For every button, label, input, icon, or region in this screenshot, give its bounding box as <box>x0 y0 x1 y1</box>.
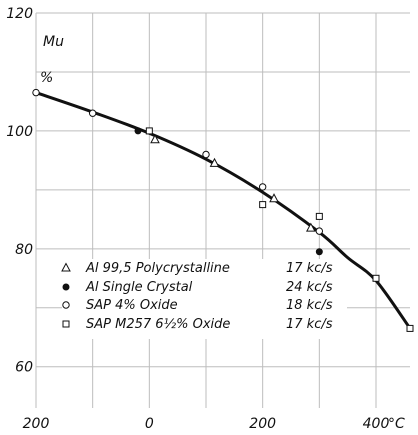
data-point-circle <box>315 227 324 235</box>
legend-box <box>62 259 347 339</box>
legend-series-name: SAP 4% Oxide <box>86 298 178 313</box>
y-tick-label: 120 <box>6 6 33 22</box>
x-tick-label: 400 <box>363 416 390 432</box>
data-point-square <box>259 201 267 209</box>
x-tick-label: 200 <box>23 416 50 432</box>
x-axis-unit: °C <box>388 416 405 432</box>
data-point-circle <box>88 109 97 117</box>
data-point-triangle <box>306 222 316 232</box>
y-tick-label: 80 <box>15 242 33 258</box>
legend-marker-square <box>62 320 70 328</box>
x-tick-label: 0 <box>145 416 154 432</box>
grid <box>35 12 410 408</box>
data-point-square <box>315 212 323 220</box>
data-point-circle <box>202 150 210 159</box>
data-point-circle <box>258 183 267 191</box>
y-axis-unit: % <box>40 70 53 86</box>
fit-curve <box>34 91 412 330</box>
data-points <box>32 88 414 332</box>
legend: Al 99,5 Polycrystalline 17 kc/s Al Single … <box>61 259 347 339</box>
legend-series-frequency: 18 kc/s <box>286 298 333 313</box>
y-axis-label: Mu <box>43 34 64 50</box>
data-point-circle <box>32 88 40 97</box>
legend-marker-filled-circle <box>62 283 70 291</box>
y-tick-label: 100 <box>6 124 33 140</box>
legend-series-name: Al Single Crystal <box>85 280 193 295</box>
legend-marker-triangle <box>61 262 71 272</box>
data-point-filled-circle <box>315 248 323 256</box>
x-tick-label: 200 <box>249 416 276 432</box>
legend-series-frequency: 17 kc/s <box>286 317 333 332</box>
legend-series-name: SAP M257 6½% Oxide <box>86 317 230 332</box>
data-point-square <box>145 127 153 135</box>
tick-labels: 200 0 200 400 60 80 100 120 <box>6 6 389 432</box>
fit-curve-layer <box>34 91 412 330</box>
legend-series-frequency: 17 kc/s <box>286 261 333 276</box>
data-point-filled-circle <box>134 127 142 135</box>
legend-marker-circle <box>62 301 70 309</box>
legend-series-name: Al 99,5 Polycrystalline <box>85 261 230 276</box>
data-point-triangle <box>209 157 220 167</box>
legend-series-frequency: 24 kc/s <box>286 280 333 295</box>
data-point-triangle <box>269 193 279 203</box>
data-point-square <box>406 324 414 332</box>
data-point-triangle <box>150 134 160 144</box>
y-tick-label: 60 <box>15 360 33 376</box>
data-point-square <box>372 274 380 282</box>
